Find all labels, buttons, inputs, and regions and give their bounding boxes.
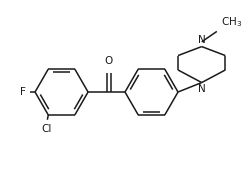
- Text: Cl: Cl: [41, 125, 52, 134]
- Text: N: N: [198, 35, 206, 45]
- Text: N: N: [198, 84, 206, 95]
- Text: CH$_3$: CH$_3$: [221, 15, 242, 29]
- Text: F: F: [20, 87, 26, 97]
- Text: O: O: [105, 56, 113, 65]
